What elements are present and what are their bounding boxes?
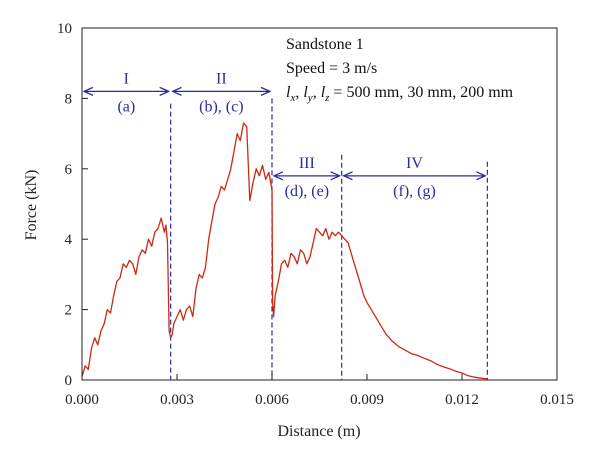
x-tick-label: 0.006 [255,392,289,408]
x-tick-label: 0.015 [540,392,574,408]
force-series-line [81,122,488,380]
region-figure-label: (f), (g) [393,183,436,200]
region-arrows: I (a) II (b), (c) III (d), (e) IV (f), (g) [84,70,485,200]
y-tick-label: 10 [57,21,72,37]
plot-frame [81,27,558,381]
y-tick-label: 2 [65,303,73,319]
y-tick-label: 4 [65,232,73,248]
annotation-speed: Speed = 3 m/s [286,60,377,77]
y-axis-label: Force (kN) [23,170,40,241]
region-figure-label: (a) [117,98,135,115]
x-tick-label: 0.000 [65,392,99,408]
region-figure-label: (d), (e) [285,183,329,200]
region-roman-label: I [124,70,129,87]
series-layer [81,122,488,380]
region-roman-label: III [299,155,315,172]
region-roman-label: II [216,70,227,87]
annotation-dimensions: lx, ly, lz = 500 mm, 30 mm, 200 mm [286,84,514,104]
axis-ticks: 0.000 0.003 0.006 0.009 0.012 0.015 0 2 4 6 8 10 [57,21,574,408]
region-figure-label: (b), (c) [199,98,243,115]
x-tick-label: 0.012 [445,392,479,408]
y-tick-label: 0 [65,373,73,389]
y-tick-label: 6 [65,162,73,178]
x-axis-label: Distance (m) [277,423,360,440]
plot-area [81,27,558,381]
region-roman-label: IV [406,155,423,172]
y-tick-label: 8 [65,91,73,107]
x-tick-label: 0.009 [350,392,384,408]
x-tick-label: 0.003 [160,392,194,408]
annotation-title: Sandstone 1 [286,36,364,53]
